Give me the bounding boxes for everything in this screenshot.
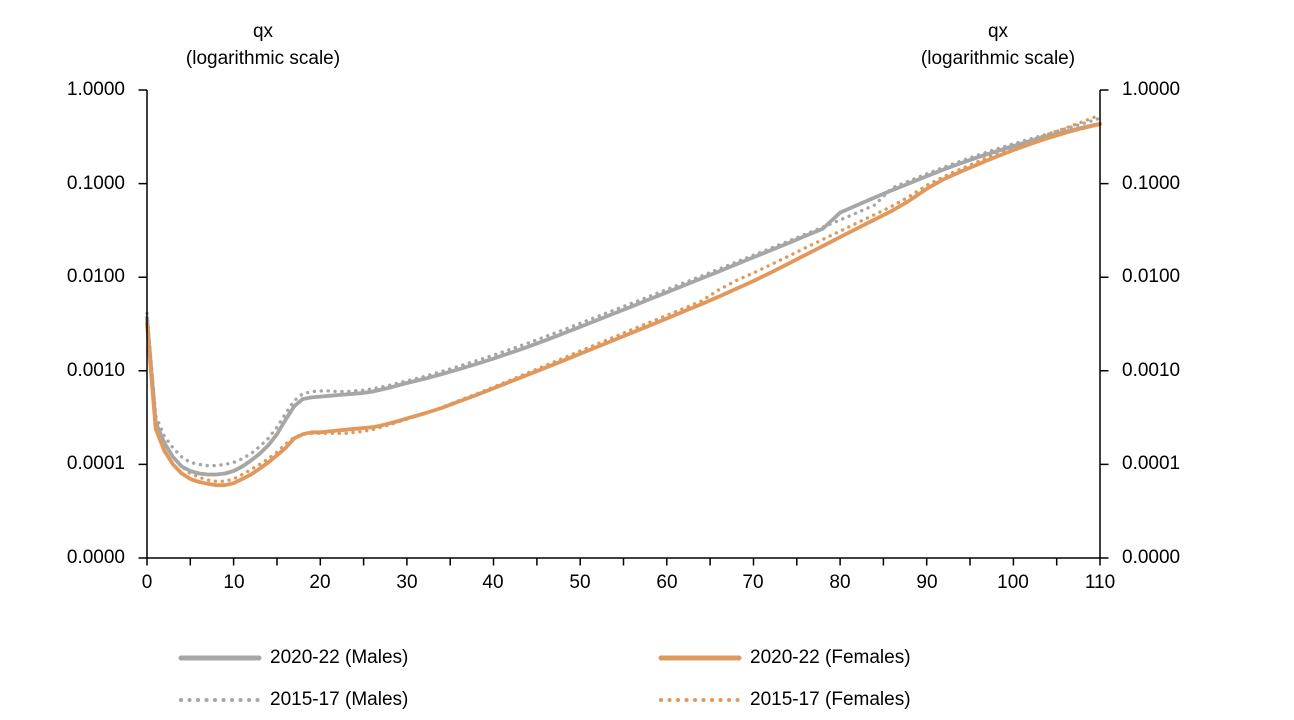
- x-axis-label: 0: [141, 572, 153, 593]
- left-axis-title-line1: qx: [252, 21, 274, 42]
- legend-item-2015-17-females: 2015-17 (Females): [658, 689, 911, 711]
- legend-label: 2015-17 (Females): [750, 689, 911, 710]
- x-axis-label: 90: [916, 572, 938, 593]
- left-axis-title: qx (logarithmic scale): [138, 18, 388, 72]
- y-axis-label-right: 0.0010: [1122, 360, 1181, 381]
- legend-label: 2020-22 (Females): [750, 647, 911, 668]
- x-axis-label: 60: [656, 572, 678, 593]
- y-axis-label-left: 1.0000: [66, 79, 125, 100]
- y-axis-label-left: 0.0010: [66, 360, 125, 381]
- legend-swatch-solid-gray: [178, 655, 262, 661]
- legend-swatch-dotted-orange: [659, 698, 741, 702]
- x-axis-label: 50: [569, 572, 591, 593]
- y-axis-label-right: 0.0001: [1122, 453, 1181, 474]
- y-axis-label-right: 1.0000: [1122, 79, 1181, 100]
- x-axis-label: 40: [482, 572, 504, 593]
- y-axis-label-left: 0.1000: [66, 173, 125, 194]
- legend-item-2020-22-males: 2020-22 (Males): [178, 647, 408, 669]
- y-axis-label-left: 0.0100: [66, 266, 125, 287]
- x-axis-label: 20: [309, 572, 331, 593]
- y-axis-label-right: 0.0100: [1122, 266, 1181, 287]
- y-axis-label-left: 0.0001: [66, 453, 125, 474]
- right-axis-title-line2: (logarithmic scale): [920, 48, 1076, 69]
- right-axis-title: qx (logarithmic scale): [873, 18, 1123, 72]
- right-axis-title-line1: qx: [987, 21, 1009, 42]
- y-axis-label-right: 0.1000: [1122, 173, 1181, 194]
- x-axis-label: 10: [223, 572, 245, 593]
- legend-label: 2015-17 (Males): [270, 689, 409, 710]
- x-axis-label: 70: [742, 572, 764, 593]
- legend-item-2015-17-males: 2015-17 (Males): [178, 689, 408, 711]
- legend-item-2020-22-females: 2020-22 (Females): [658, 647, 911, 669]
- legend-swatch-solid-orange: [658, 655, 742, 661]
- y-axis-label-left: 0.0000: [66, 547, 125, 568]
- x-axis-label: 110: [1084, 572, 1116, 593]
- x-axis-label: 80: [829, 572, 851, 593]
- x-axis-label: 100: [997, 572, 1029, 593]
- y-axis-label-right: 0.0000: [1122, 547, 1181, 568]
- x-axis-label: 30: [396, 572, 418, 593]
- legend-label: 2020-22 (Males): [270, 647, 409, 668]
- left-axis-title-line2: (logarithmic scale): [185, 48, 341, 69]
- legend-swatch-dotted-gray: [179, 698, 261, 702]
